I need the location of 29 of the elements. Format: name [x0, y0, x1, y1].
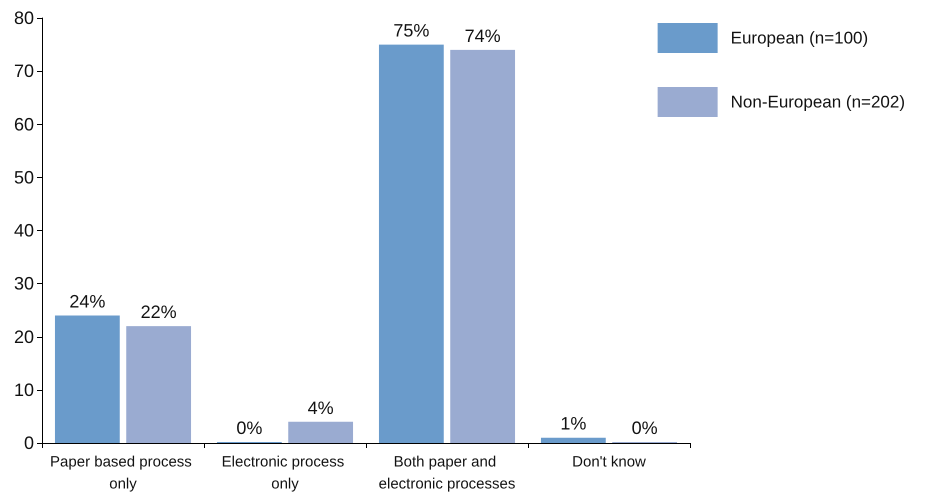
- y-tick-label: 70: [14, 61, 34, 82]
- bar: [378, 44, 444, 443]
- y-tick-label: 60: [14, 114, 34, 134]
- x-tick-label: Electronic process only: [222, 454, 348, 492]
- data-label: 75%: [393, 20, 430, 41]
- data-label: 4%: [308, 398, 334, 418]
- y-tick-label: 0: [24, 433, 34, 453]
- data-label: 1%: [560, 414, 586, 434]
- bar: [126, 326, 192, 443]
- x-tick-label: Paper based process only: [50, 454, 196, 492]
- bar: [54, 316, 120, 443]
- data-label: 22%: [140, 302, 177, 322]
- data-label: 0%: [236, 418, 262, 438]
- x-tick-label: Don't know: [572, 454, 646, 470]
- y-tick-label: 50: [14, 167, 34, 188]
- x-tick-label: Both paper and electronic processes: [378, 454, 516, 492]
- bar: [450, 50, 516, 443]
- legend-label: European (n=100): [730, 28, 868, 48]
- data-label: 74%: [464, 26, 501, 46]
- y-tick-label: 30: [14, 274, 34, 294]
- data-label: 0%: [632, 418, 658, 438]
- y-tick-label: 40: [14, 220, 34, 240]
- y-tick-label: 10: [14, 380, 34, 400]
- data-label: 24%: [69, 292, 106, 312]
- legend-label: Non-European (n=202): [730, 92, 906, 112]
- y-tick-label: 20: [14, 326, 34, 347]
- bar: [288, 422, 354, 443]
- y-tick-label: 80: [14, 8, 34, 28]
- bar: [540, 438, 606, 443]
